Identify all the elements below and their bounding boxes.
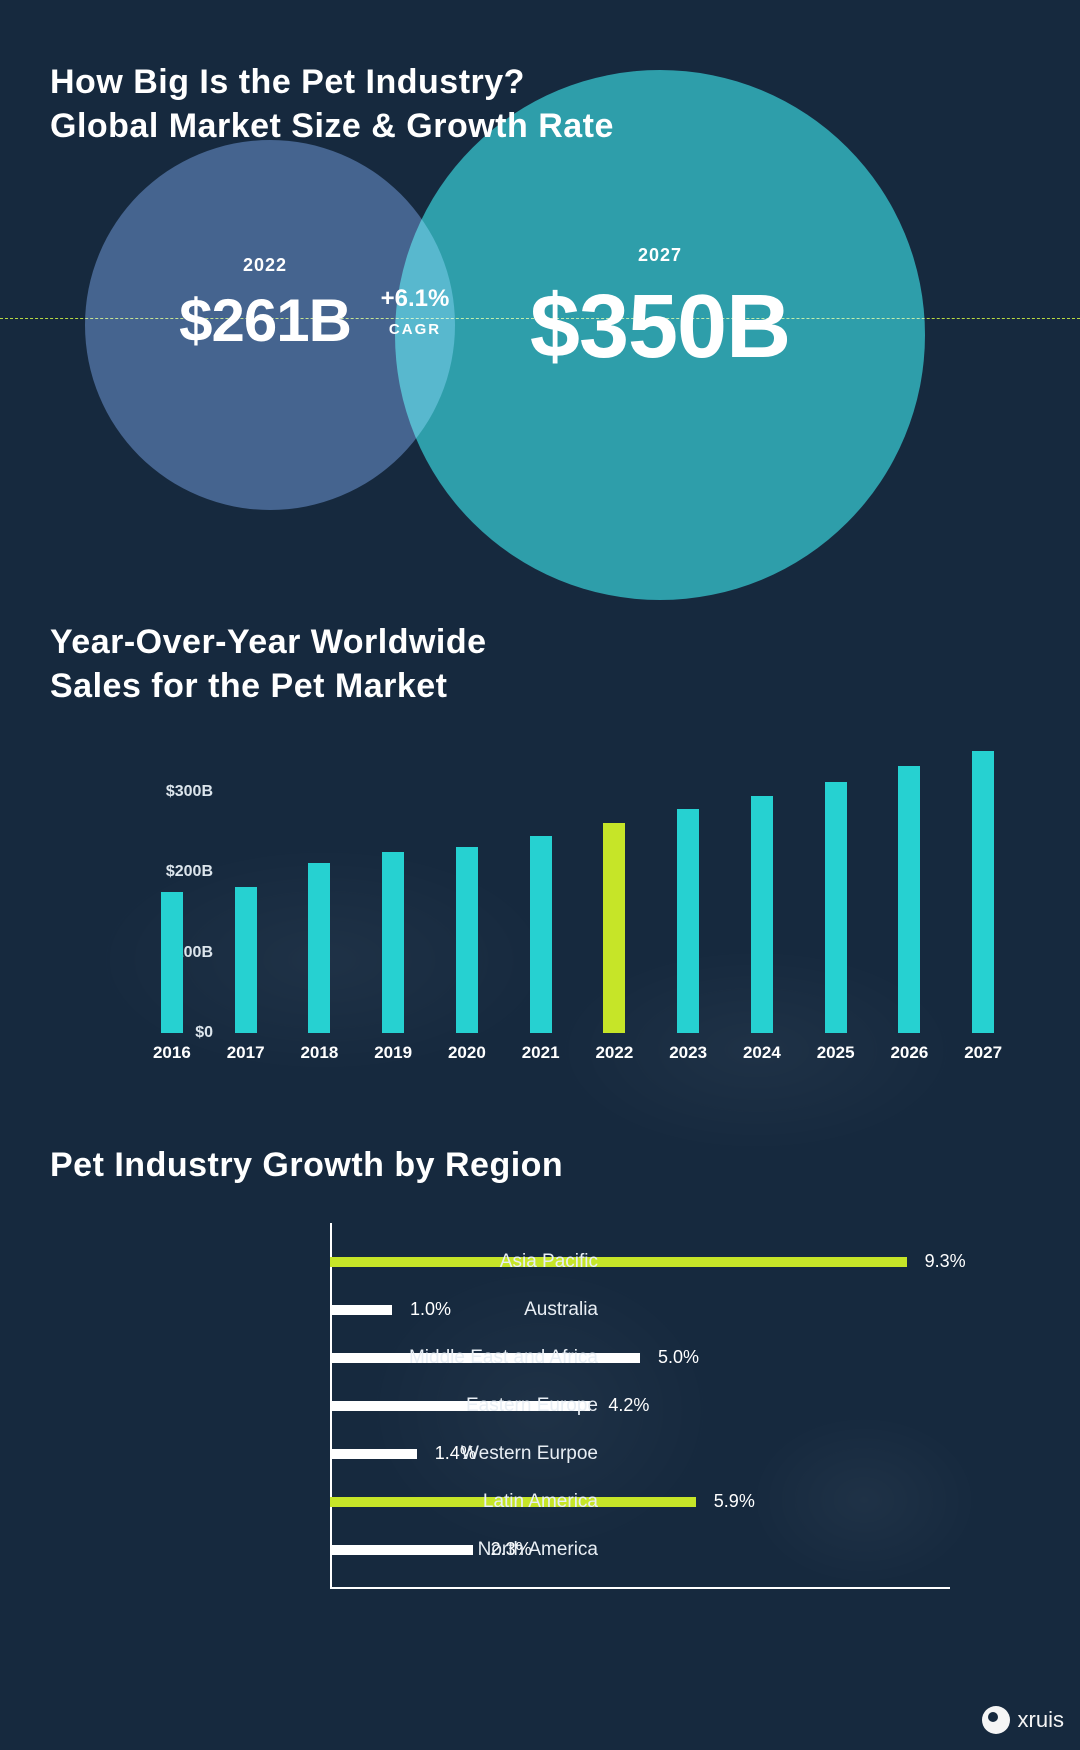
region-value: 4.2% <box>608 1395 649 1416</box>
yoy-sales-section: Year-Over-Year Worldwide Sales for the P… <box>0 620 1080 1083</box>
venn-cagr-label: +6.1% CAGR <box>365 285 465 338</box>
region-label: Eastern Europe <box>348 1395 598 1417</box>
x-label-2017: 2017 <box>209 1043 283 1083</box>
region-row: Asia Pacific 9.3% <box>330 1238 970 1286</box>
venn-right-label: 2027 $350B <box>460 245 860 379</box>
region-value: 5.0% <box>658 1347 699 1368</box>
x-label-2027: 2027 <box>946 1043 1020 1083</box>
x-label-2025: 2025 <box>799 1043 873 1083</box>
cagr-percentage: +6.1% <box>365 285 465 313</box>
value-350b: $350B <box>460 276 860 379</box>
x-label-2023: 2023 <box>651 1043 725 1083</box>
region-row: Latin America 5.9% <box>330 1478 970 1526</box>
sales-bar-2027 <box>972 751 994 1033</box>
region-value: 9.3% <box>925 1251 966 1272</box>
year-2027-label: 2027 <box>460 245 860 266</box>
bar-title-line-1: Year-Over-Year Worldwide <box>50 620 1030 664</box>
region-row: North America2.3% <box>330 1526 970 1574</box>
watermark-icon <box>982 1706 1010 1734</box>
sales-bar-2019 <box>382 852 404 1033</box>
bar-chart-area: $300B$200B$100B$0 2016201720182019202020… <box>50 743 1030 1083</box>
value-261b: $261B <box>140 286 390 355</box>
region-label: Middle East and Africa <box>348 1347 598 1369</box>
sales-bar-2026 <box>898 766 920 1033</box>
x-label-2026: 2026 <box>873 1043 947 1083</box>
region-row: Eastern Europe 4.2% <box>330 1382 970 1430</box>
bars-container <box>135 743 1020 1033</box>
watermark: xruis <box>982 1706 1064 1734</box>
sales-bar-2017 <box>235 887 257 1034</box>
section-2-heading: Year-Over-Year Worldwide Sales for the P… <box>50 620 1030 708</box>
region-row: Western Eurpoe1.4% <box>330 1430 970 1478</box>
region-growth-section: Pet Industry Growth by Region Asia Pacif… <box>0 1143 1080 1573</box>
region-label: Western Eurpoe <box>348 1443 598 1465</box>
year-2022-label: 2022 <box>140 255 390 276</box>
x-label-2019: 2019 <box>356 1043 430 1083</box>
region-label: Latin America <box>348 1491 598 1513</box>
region-label: Asia Pacific <box>348 1251 598 1273</box>
region-label: North America <box>348 1539 598 1561</box>
market-size-section: How Big Is the Pet Industry? Global Mark… <box>0 60 1080 580</box>
heading-line-1: How Big Is the Pet Industry? <box>50 60 614 104</box>
x-label-2018: 2018 <box>283 1043 357 1083</box>
x-label-2021: 2021 <box>504 1043 578 1083</box>
venn-left-label: 2022 $261B <box>140 255 390 355</box>
sales-bar-2025 <box>825 782 847 1033</box>
cagr-text: CAGR <box>365 321 465 338</box>
region-label: Australia <box>348 1299 598 1321</box>
sales-bar-2020 <box>456 847 478 1034</box>
sales-bar-2016 <box>161 892 183 1033</box>
x-label-2024: 2024 <box>725 1043 799 1083</box>
x-label-2020: 2020 <box>430 1043 504 1083</box>
x-label-2022: 2022 <box>578 1043 652 1083</box>
sales-bar-2021 <box>530 836 552 1033</box>
sales-bar-2018 <box>308 863 330 1034</box>
region-row: Australia1.0% <box>330 1286 970 1334</box>
section-3-heading: Pet Industry Growth by Region <box>50 1143 1030 1187</box>
watermark-text: xruis <box>1018 1707 1064 1733</box>
region-value: 5.9% <box>714 1491 755 1512</box>
sales-bar-2023 <box>677 809 699 1033</box>
region-x-axis <box>330 1587 950 1589</box>
sales-bar-2024 <box>751 796 773 1034</box>
bar-title-line-2: Sales for the Pet Market <box>50 664 1030 708</box>
bar-x-axis: 2016201720182019202020212022202320242025… <box>135 1043 1020 1083</box>
sales-bar-2022 <box>603 823 625 1033</box>
region-row: Middle East and Africa 5.0% <box>330 1334 970 1382</box>
region-bars-container: Asia Pacific9.3%Australia1.0%Middle East… <box>50 1238 1030 1574</box>
x-label-2016: 2016 <box>135 1043 209 1083</box>
